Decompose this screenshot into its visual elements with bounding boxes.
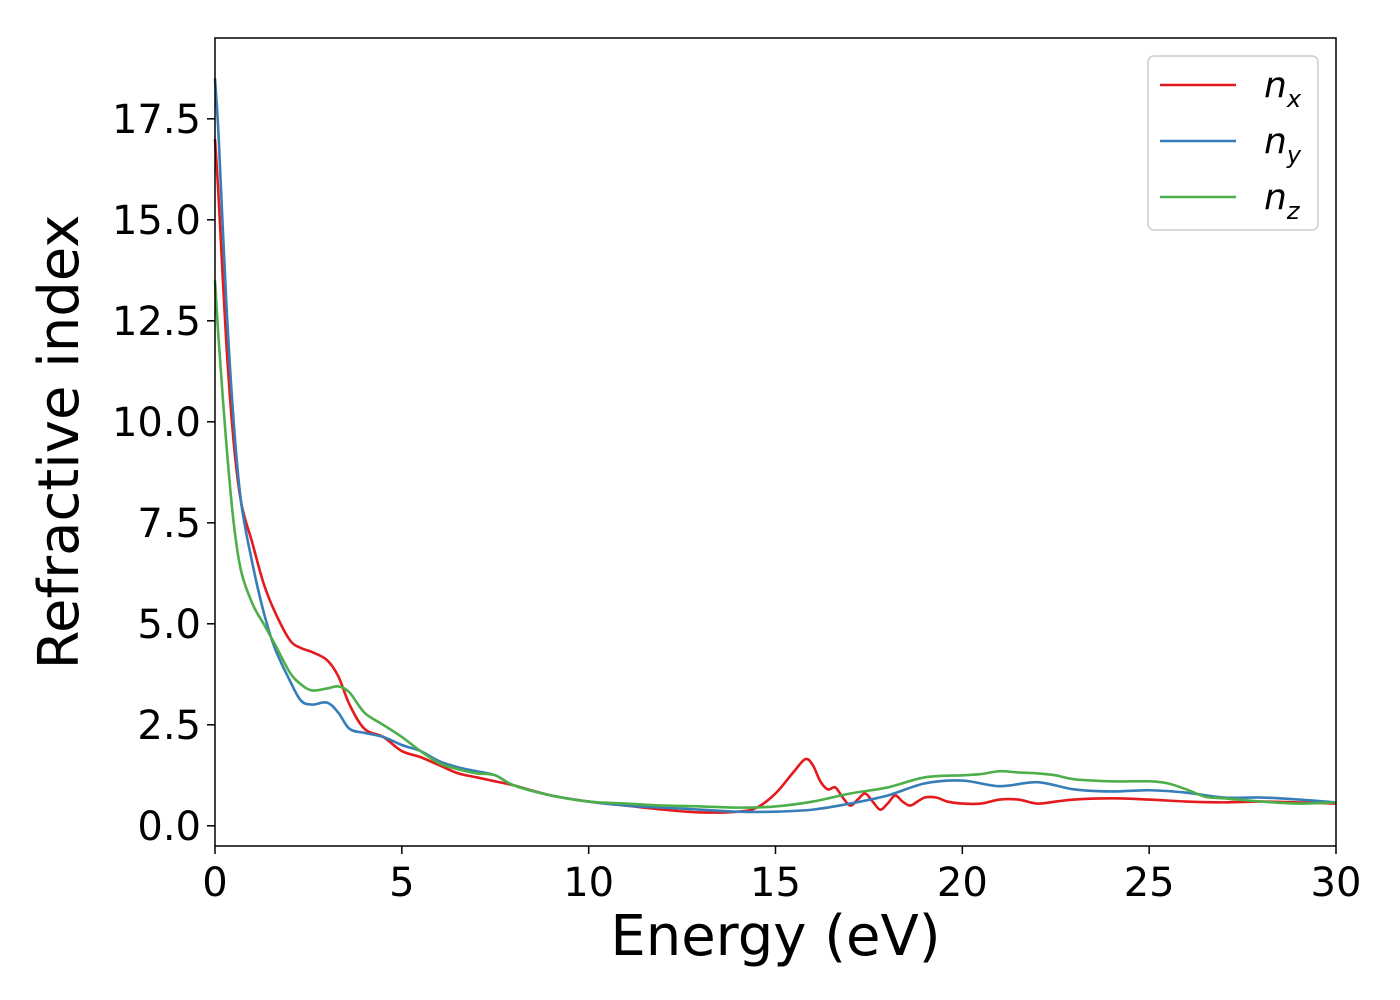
legend-box (1147, 55, 1319, 231)
x-axis-ticks: 0 5 10 15 20 25 30 (202, 846, 1361, 906)
x-tick-label: 25 (1124, 860, 1175, 906)
series-line-n-z (213, 280, 1337, 809)
x-tick-label: 10 (563, 860, 614, 906)
y-tick-label: 17.5 (112, 97, 201, 143)
y-axis-label: Refractive index (27, 215, 92, 670)
y-tick-label: 0.0 (137, 804, 201, 850)
x-axis-label: Energy (eV) (610, 904, 940, 969)
legend: nx ny nz (1147, 55, 1319, 231)
y-tick-label: 7.5 (137, 501, 201, 547)
y-tick-label: 10.0 (112, 400, 201, 446)
y-tick-label: 15.0 (112, 198, 201, 244)
legend-label-n-y: ny (1264, 121, 1302, 169)
y-tick-label: 5.0 (137, 602, 201, 648)
y-tick-label: 2.5 (137, 703, 201, 749)
y-axis-ticks: 0.0 2.5 5.0 7.5 10.0 12.5 15.0 17.5 (112, 97, 215, 850)
legend-label-n-z: nz (1264, 177, 1301, 225)
x-tick-label: 20 (937, 860, 988, 906)
legend-label-n-x: nx (1264, 65, 1302, 113)
x-tick-label: 30 (1311, 860, 1362, 906)
series-layer (213, 78, 1337, 814)
y-tick-label: 12.5 (112, 299, 201, 345)
x-tick-label: 5 (389, 860, 414, 906)
x-tick-label: 15 (750, 860, 801, 906)
x-tick-label: 0 (202, 860, 227, 906)
legend-entries: nx ny nz (1160, 65, 1302, 225)
series-line-n-x (213, 138, 1337, 814)
